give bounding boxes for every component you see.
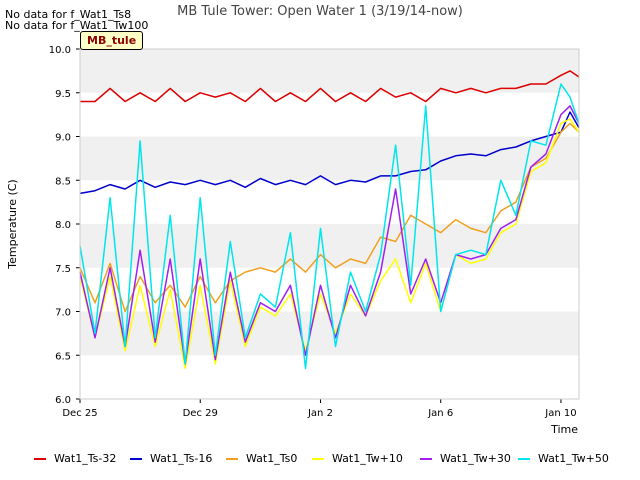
y-tick-label: 10.0 xyxy=(49,45,71,56)
series-line xyxy=(79,122,580,313)
y-tick-label: 7.0 xyxy=(55,308,71,319)
series-line xyxy=(79,105,580,365)
no-data-note: No data for f_Wat1_Ts8 xyxy=(5,8,132,21)
x-axis-ticks: Dec 25 Dec 29 Jan 2 Jan 6 Jan 10 xyxy=(62,399,577,419)
y-axis-ticks: 6.0 6.5 7.0 7.5 8.0 8.5 9.0 9.5 10.0 xyxy=(49,45,80,406)
y-tick-label: 8.0 xyxy=(55,220,71,231)
legend-item[interactable]: Wat1_Tw+30 xyxy=(420,452,511,465)
grid-band xyxy=(80,224,579,268)
y-tick-label: 7.5 xyxy=(55,264,71,275)
legend-swatch xyxy=(312,457,324,460)
legend-label: Wat1_Ts-16 xyxy=(150,452,213,465)
series-line xyxy=(79,83,580,370)
legend-item[interactable]: Wat1_Ts0 xyxy=(226,452,297,465)
legend-item[interactable]: Wat1_Tw+10 xyxy=(312,452,403,465)
y-tick-label: 9.0 xyxy=(55,133,71,144)
legend: Wat1_Ts-32 Wat1_Ts-16 Wat1_Ts0 Wat1_Tw+1… xyxy=(0,452,640,470)
plot-frame xyxy=(79,48,580,400)
grid-band xyxy=(80,92,579,137)
site-tag[interactable]: MB_tule xyxy=(80,31,144,50)
series-line xyxy=(80,70,580,103)
legend-swatch xyxy=(130,457,142,460)
y-tick-label: 6.5 xyxy=(55,351,71,362)
legend-label: Wat1_Tw+50 xyxy=(538,452,609,465)
legend-label: Wat1_Ts-32 xyxy=(54,452,117,465)
legend-item[interactable]: Wat1_Ts-32 xyxy=(34,452,116,465)
series-line xyxy=(79,118,580,370)
x-tick-label: Jan 10 xyxy=(544,408,576,419)
legend-swatch xyxy=(518,457,530,460)
legend-label: Wat1_Ts0 xyxy=(246,452,298,465)
no-data-note: No data for f_Wat1_Tw100 xyxy=(5,19,149,32)
y-tick-label: 8.5 xyxy=(55,176,71,187)
chart-title: MB Tule Tower: Open Water 1 (3/19/14-now… xyxy=(177,4,463,19)
grid-band xyxy=(80,136,579,181)
legend-swatch xyxy=(34,457,46,460)
grid-bands xyxy=(80,49,579,399)
x-tick-label: Jan 2 xyxy=(307,408,333,419)
legend-label: Wat1_Tw+10 xyxy=(332,452,403,465)
y-tick-label: 6.0 xyxy=(55,395,71,406)
legend-swatch xyxy=(420,457,432,460)
y-axis-label: Temperature (C) xyxy=(6,179,19,269)
x-tick-label: Dec 29 xyxy=(183,408,218,419)
grid-band xyxy=(80,49,579,93)
x-tick-label: Dec 25 xyxy=(62,408,97,419)
legend-label: Wat1_Tw+30 xyxy=(440,452,511,465)
legend-item[interactable]: Wat1_Tw+50 xyxy=(518,452,609,465)
x-axis-label: Time xyxy=(550,423,578,436)
y-tick-label: 9.5 xyxy=(55,89,71,100)
series-lines xyxy=(79,70,580,370)
x-tick-label: Jan 6 xyxy=(427,408,453,419)
legend-swatch xyxy=(226,457,238,460)
legend-item[interactable]: Wat1_Ts-16 xyxy=(130,452,212,465)
series-line xyxy=(79,111,580,195)
grid-band xyxy=(80,355,579,399)
